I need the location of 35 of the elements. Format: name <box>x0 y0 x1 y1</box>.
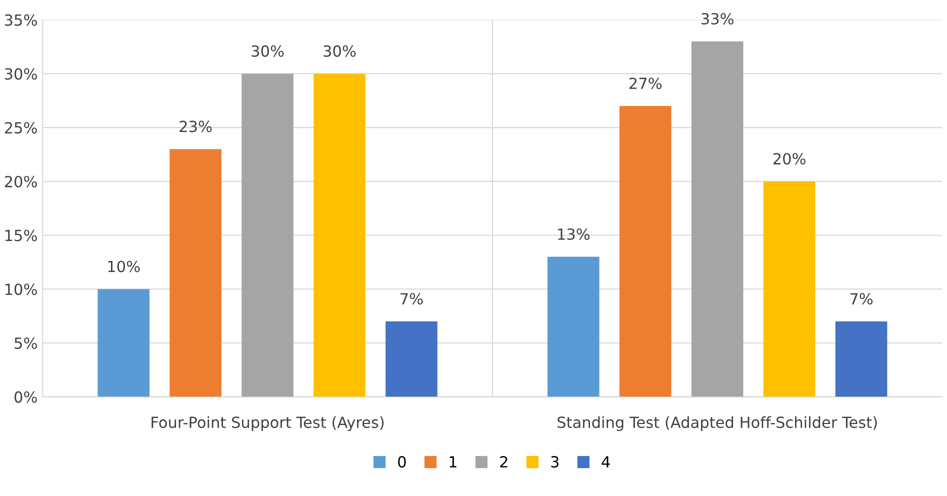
y-tick-label: 10% <box>5 284 37 296</box>
y-tick-label: 35% <box>4 14 37 26</box>
bar <box>386 321 438 397</box>
bar <box>548 256 600 397</box>
y-tick-label: 25% <box>4 122 37 134</box>
y-tick-label: 5% <box>14 337 37 349</box>
y-tick-label: 0% <box>14 391 37 403</box>
data-label: 7% <box>850 293 873 305</box>
data-label: 10% <box>108 260 140 272</box>
data-label: 20% <box>773 152 806 165</box>
y-tick-label: 30% <box>4 68 37 80</box>
legend-label: 2 <box>500 456 508 468</box>
bar <box>98 289 150 397</box>
bar <box>314 74 366 397</box>
data-label: 23% <box>180 120 212 132</box>
bar <box>835 321 888 397</box>
bar <box>170 149 222 397</box>
legend-label: 4 <box>602 456 610 468</box>
bar <box>763 181 816 397</box>
data-label: 30% <box>252 45 284 57</box>
data-label: 7% <box>400 293 423 305</box>
data-label: 13% <box>558 228 590 240</box>
legend-label: 3 <box>551 456 559 468</box>
x-tick-label: Four-Point Support Test (Ayres) <box>152 416 384 432</box>
legend-label: 1 <box>450 456 456 468</box>
data-label: 30% <box>324 45 356 57</box>
x-tick-label: Standing Test (Adapted Hoff-Schilder Test) <box>558 416 877 432</box>
legend-label: 0 <box>398 456 406 468</box>
y-tick-label: 15% <box>5 230 37 242</box>
bar <box>619 106 672 397</box>
y-tick-label: 20% <box>4 176 37 188</box>
data-label: 27% <box>630 78 662 90</box>
bar <box>691 41 744 397</box>
data-label: 33% <box>702 12 734 25</box>
bar <box>242 74 294 397</box>
